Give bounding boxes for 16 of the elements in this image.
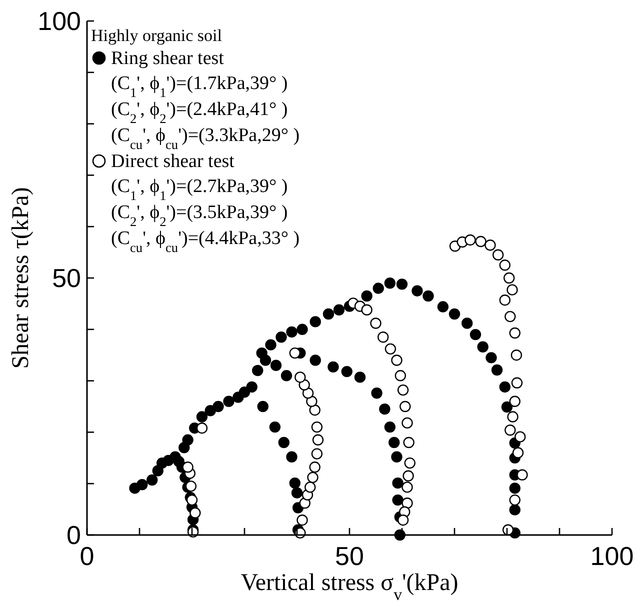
- annotation: (C$_{2}$', ϕ$_{2}$')=(2.4kPa,41° ): [111, 99, 288, 126]
- y-tick-label: 0: [66, 520, 81, 550]
- legend-label: Ring shear test: [111, 48, 225, 69]
- annotation: (C$_{cu}$', ϕ$_{cu}$')=(4.4kPa,33° ): [111, 228, 300, 254]
- annotation: (C$_{1}$', ϕ$_{1}$')=(1.7kPa,39° ): [111, 73, 288, 100]
- x-tick-label: 50: [335, 541, 364, 571]
- y-axis-title: Shear stress τ(kPa): [8, 187, 34, 369]
- annotation: (C$_{2}$', ϕ$_{2}$')=(3.5kPa,39° ): [111, 202, 288, 228]
- x-axis-title: Vertical stress σ$_{v}$'(kPa): [240, 570, 458, 604]
- y-tick-label: 100: [38, 6, 81, 36]
- legend-label: Direct shear test: [111, 151, 236, 172]
- legend-title: Highly organic soil: [91, 26, 222, 45]
- x-tick-label: 100: [590, 541, 634, 571]
- annotation: (C$_{1}$', ϕ$_{1}$')=(2.7kPa,39° ): [111, 176, 288, 202]
- y-tick-label: 50: [52, 263, 81, 293]
- annotation: (C$_{cu}$', ϕ$_{cu}$')=(3.3kPa,29° ): [111, 125, 300, 152]
